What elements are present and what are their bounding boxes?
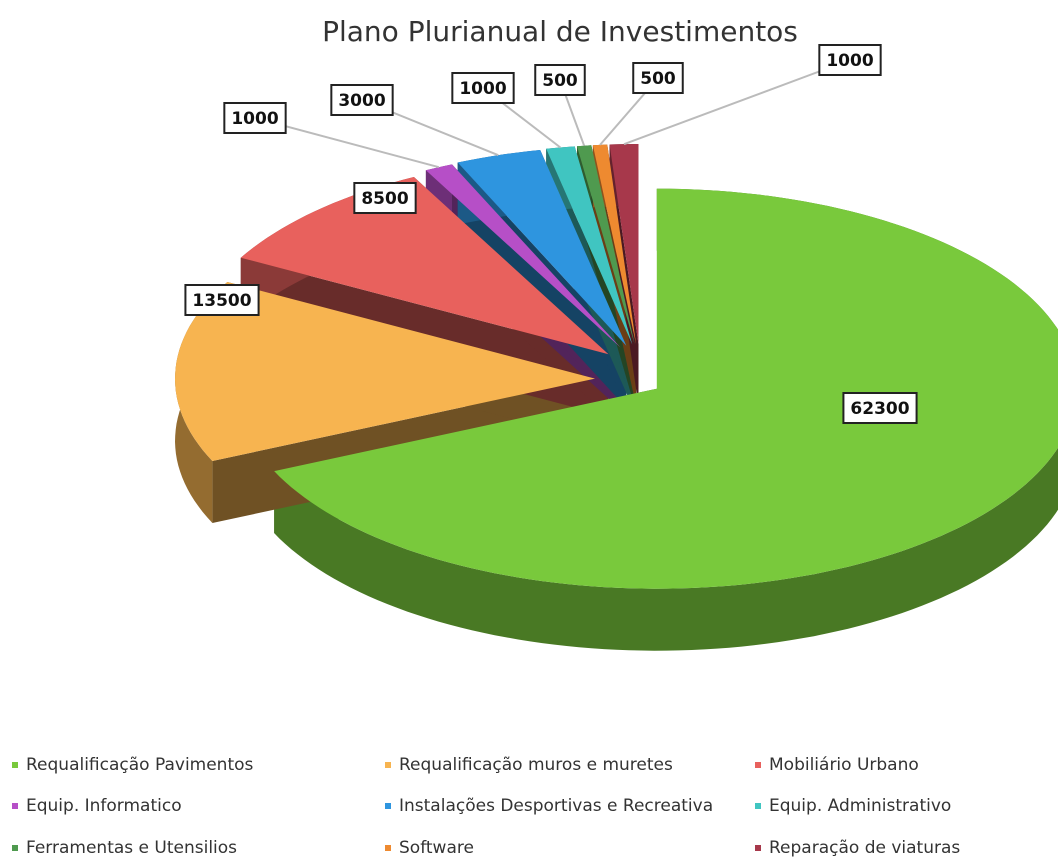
data-label: 8500 (361, 189, 408, 209)
slice (274, 188, 1058, 589)
legend-label: Software (399, 838, 474, 858)
legend-swatch (12, 762, 18, 768)
label-box (818, 44, 882, 76)
data-label: 1000 (231, 109, 278, 129)
data-label: 500 (640, 69, 676, 89)
slice (457, 150, 627, 346)
label-box (632, 62, 684, 94)
data-label: 62300 (850, 399, 909, 419)
leader-line (623, 59, 851, 146)
legend-swatch (12, 845, 18, 851)
data-label: 500 (542, 71, 578, 91)
label-box (534, 64, 586, 96)
data-label: 13500 (192, 291, 251, 311)
legend-swatch (385, 803, 391, 809)
legend-swatch (755, 803, 761, 809)
label-box (184, 284, 260, 316)
legend-label: Mobiliário Urbano (769, 755, 919, 775)
data-label: 3000 (338, 91, 385, 111)
chart-title: Plano Plurianual de Investimentos (322, 15, 798, 48)
legend-label: Reparação de viaturas (769, 838, 960, 858)
legend-label: Instalações Desportivas e Recreativa (399, 796, 713, 816)
label-box (451, 72, 515, 104)
slice (609, 144, 639, 344)
slice (577, 145, 635, 345)
label-box (842, 392, 918, 424)
legend-swatch (385, 845, 391, 851)
pie-tops (175, 144, 1058, 589)
slice (240, 177, 609, 355)
legend-swatch (755, 845, 761, 851)
data-label: 1000 (826, 51, 873, 71)
legend-label: Equip. Informatico (26, 796, 182, 816)
label-box (330, 84, 394, 116)
label-box (223, 102, 287, 134)
slice (175, 282, 595, 461)
slice (592, 144, 637, 345)
data-labels: 62300 13500 8500 1000 3000 1000 500 500 1000 (184, 44, 918, 424)
slice (425, 164, 621, 348)
legend-label: Equip. Administrativo (769, 796, 951, 816)
legend-label: Ferramentas e Utensilios (26, 838, 237, 858)
data-label: 1000 (459, 79, 506, 99)
legend-label: Requalificação Pavimentos (26, 755, 254, 775)
legend-swatch (755, 762, 761, 768)
legend: Requalificação Pavimentos Requalificação … (12, 755, 960, 858)
legend-label: Requalificação muros e muretes (399, 755, 673, 775)
legend-swatch (12, 803, 18, 809)
legend-swatch (385, 762, 391, 768)
slice (546, 146, 633, 345)
label-box (353, 182, 417, 214)
